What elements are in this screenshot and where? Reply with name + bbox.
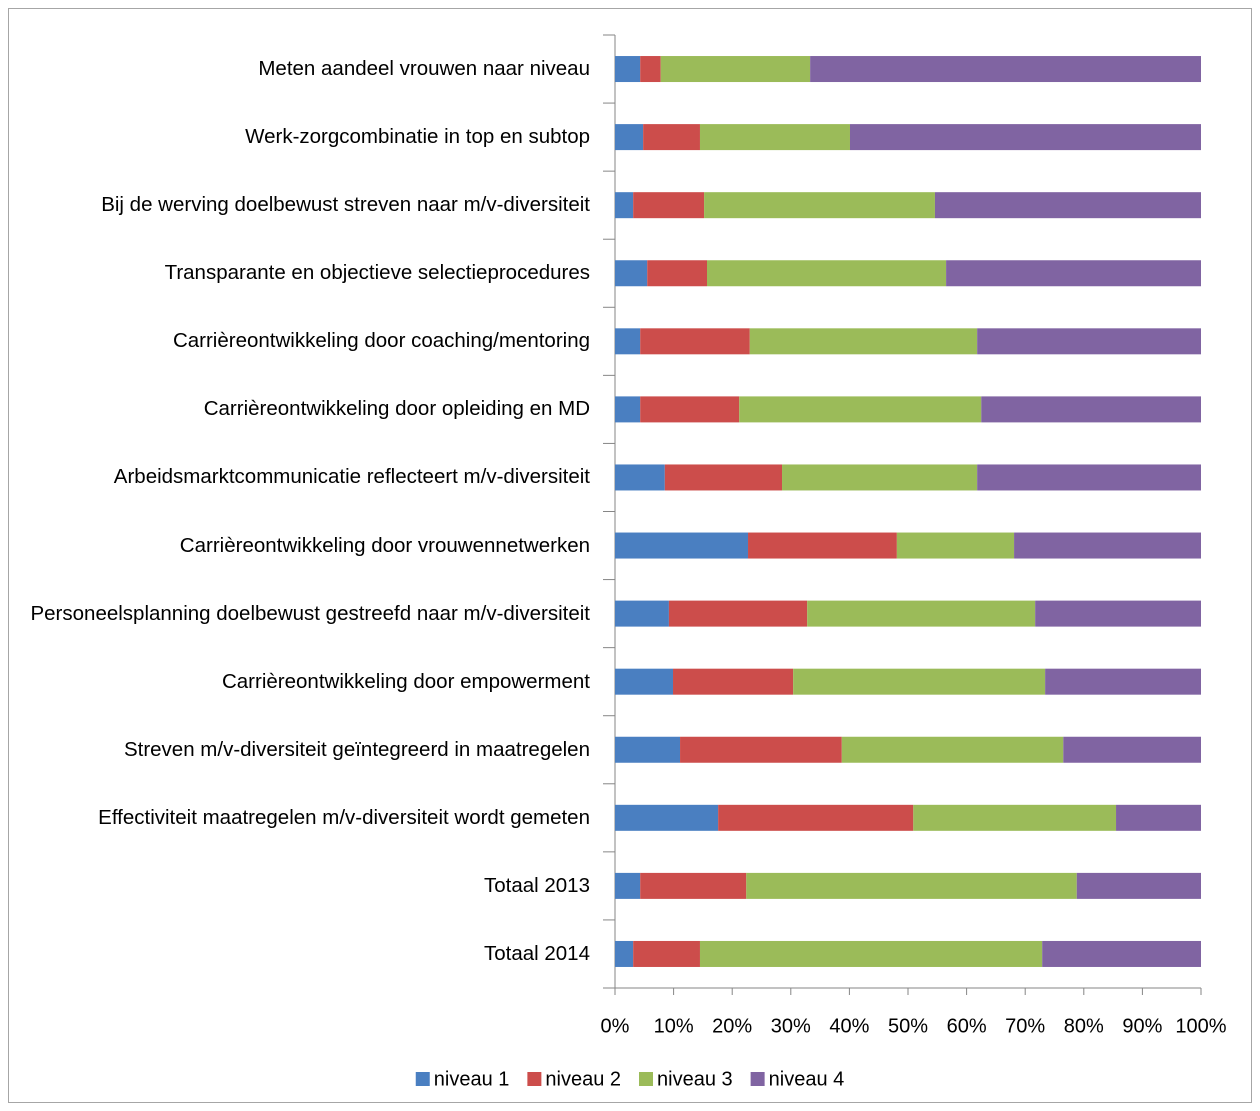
y-tick-label: Carrièreontwikkeling door coaching/mento… (172, 329, 590, 353)
bar-segment (946, 260, 1201, 287)
bar-segment (849, 124, 1201, 151)
y-tick-label: Personeelsplanning doelbewust gestreefd … (30, 601, 590, 625)
bar-segment (664, 464, 783, 491)
bar-segment (793, 668, 1046, 695)
bar-segment (1035, 600, 1201, 627)
x-tick-label: 90% (1122, 1015, 1162, 1037)
bar-segment (615, 736, 681, 763)
x-tick-label: 50% (888, 1015, 928, 1037)
bar-segment (977, 328, 1201, 355)
x-tick-label: 20% (712, 1015, 752, 1037)
bar-segment (640, 872, 747, 899)
bar-segment (615, 192, 634, 219)
bar-segment (782, 464, 978, 491)
y-tick-label: Arbeidsmarktcommunicatie reflecteert m/v… (113, 465, 590, 489)
bar-segment (640, 328, 750, 355)
bar-segment (981, 396, 1201, 423)
bar-segment (633, 940, 700, 967)
bar-segment (640, 56, 661, 83)
legend-label: niveau 1 (434, 1068, 510, 1090)
bar-segment (615, 600, 669, 627)
legend-label: niveau 2 (545, 1068, 621, 1090)
y-tick-label: Carrièreontwikkeling door opleiding en M… (203, 397, 590, 421)
bar-segment (913, 804, 1117, 831)
x-tick-label: 60% (947, 1015, 987, 1037)
bar-segment (807, 600, 1036, 627)
y-tick-label: Streven m/v-diversiteit geïntegreerd in … (123, 737, 590, 761)
y-tick-label: Totaal 2013 (483, 873, 590, 897)
bar-segment (1045, 668, 1201, 695)
bar-segment (668, 600, 808, 627)
bar-segment (934, 192, 1201, 219)
y-tick-label: Totaal 2014 (483, 941, 590, 965)
bar-segment (680, 736, 842, 763)
bar-segment (1042, 940, 1201, 967)
bar-segment (748, 532, 897, 559)
bar-segment (699, 124, 850, 151)
x-tick-label: 70% (1005, 1015, 1045, 1037)
bar-segment (739, 396, 982, 423)
x-tick-label: 100% (1175, 1015, 1226, 1037)
x-tick-label: 10% (654, 1015, 694, 1037)
bar-segment (810, 56, 1201, 83)
y-tick-label: Carrièreontwikkeling door vrouwennetwerk… (179, 533, 590, 557)
bar-segment (615, 872, 641, 899)
bar-segment (1116, 804, 1201, 831)
bar-segment (673, 668, 794, 695)
bar-segment (896, 532, 1015, 559)
bar-segment (749, 328, 978, 355)
bar-segment (615, 396, 641, 423)
bar-segment (615, 532, 749, 559)
y-tick-label: Meten aandeel vrouwen naar niveau (258, 57, 590, 81)
bar-segment (841, 736, 1064, 763)
bar-segment (615, 328, 641, 355)
x-tick-label: 30% (771, 1015, 811, 1037)
bar-segment (643, 124, 700, 151)
y-tick-label: Werk-zorgcombinatie in top en subtop (245, 125, 590, 149)
bar-segment (718, 804, 914, 831)
legend-swatch (639, 1072, 653, 1086)
bar-segment (977, 464, 1201, 491)
bar-segment (660, 56, 811, 83)
bar-segment (647, 260, 708, 287)
y-tick-label: Carrièreontwikkeling door empowerment (221, 669, 590, 693)
bar-segment (1063, 736, 1201, 763)
bar-segment (704, 192, 935, 219)
x-tick-label: 40% (829, 1015, 869, 1037)
bar-segment (746, 872, 1077, 899)
legend-swatch (750, 1072, 765, 1086)
bar-segment (640, 396, 740, 423)
x-tick-label: 80% (1064, 1015, 1104, 1037)
bar-segment (633, 192, 705, 219)
y-tick-label: Bij de werving doelbewust streven naar m… (101, 193, 590, 217)
bar-segment (1014, 532, 1201, 559)
legend-swatch (415, 1072, 430, 1086)
bar-segment (615, 260, 648, 287)
legend-label: niveau 4 (769, 1068, 845, 1090)
bar-segment (1076, 872, 1201, 899)
x-tick-label: 0% (601, 1015, 630, 1037)
bar-segment (615, 940, 634, 967)
y-tick-label: Effectiviteit maatregelen m/v-diversitei… (98, 805, 590, 829)
bar-segment (699, 940, 1043, 967)
bar-segment (707, 260, 947, 287)
bar-segment (615, 668, 674, 695)
legend-label: niveau 3 (657, 1068, 733, 1090)
bar-segment (615, 464, 665, 491)
y-tick-label: Transparante en objectieve selectieproce… (164, 261, 590, 285)
bar-segment (615, 804, 719, 831)
bar-segment (615, 56, 641, 83)
legend-swatch (527, 1072, 542, 1086)
bar-segment (615, 124, 644, 151)
